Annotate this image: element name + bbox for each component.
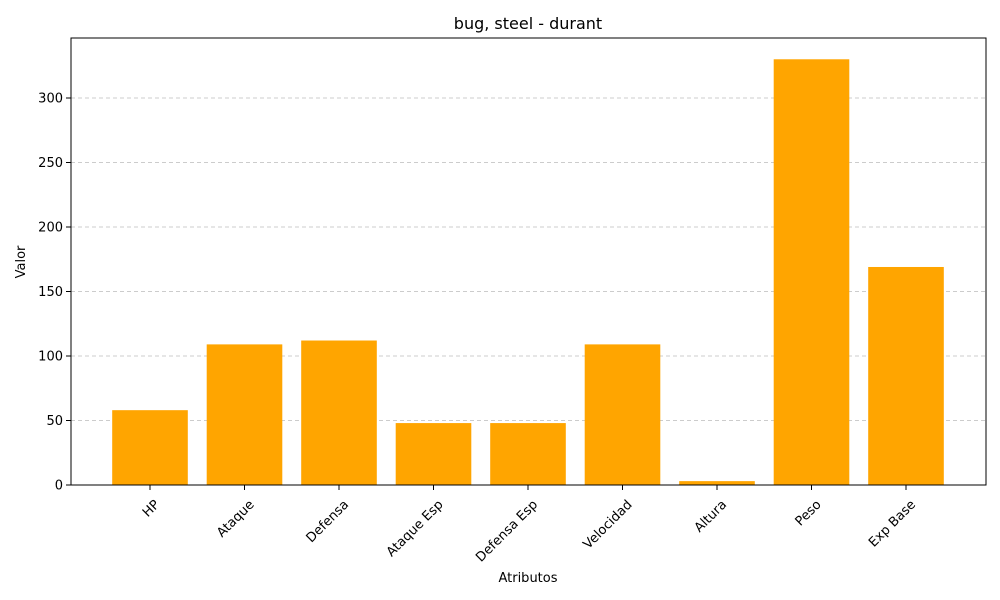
bar-ataque-esp <box>395 423 472 485</box>
chart-title: bug, steel - durant <box>454 14 602 33</box>
bar-defensa-esp <box>490 423 566 485</box>
bars-group <box>112 59 944 486</box>
bar-hp <box>112 410 188 485</box>
plot-frame <box>70 37 987 486</box>
bar-exp-base <box>868 266 944 485</box>
y-tick-label: 300 <box>38 91 63 106</box>
y-axis-label: Valor <box>14 245 29 278</box>
y-tick-label: 50 <box>46 414 63 429</box>
y-tick-label: 150 <box>38 285 63 300</box>
bar-altura <box>679 481 755 485</box>
x-axis-label: Atributos <box>498 571 557 586</box>
bar-defensa <box>301 340 377 485</box>
y-axis-ticks: 0 50 100 150 200 250 300 <box>38 91 71 494</box>
bar-ataque <box>206 344 283 485</box>
y-tick-label: 0 <box>55 479 63 494</box>
y-tick-label: 100 <box>38 349 63 364</box>
bar-peso <box>773 59 850 486</box>
gridlines <box>71 97 986 421</box>
y-tick-label: 250 <box>38 156 63 171</box>
bar-velocidad <box>584 344 661 485</box>
y-tick-label: 200 <box>38 220 63 235</box>
